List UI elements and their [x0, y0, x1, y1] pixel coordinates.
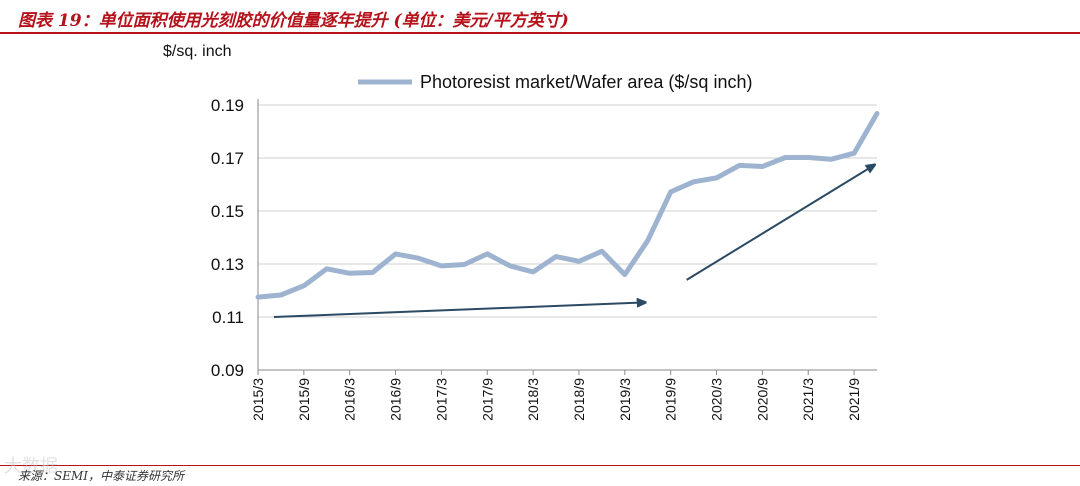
y-tick-label: 0.11 [212, 308, 244, 327]
x-tick-label: 2018/3 [525, 378, 541, 421]
x-tick-label: 2021/9 [846, 378, 862, 421]
footer-rule [0, 465, 1080, 466]
figure-title: 图表 19：单位面积使用光刻胶的价值量逐年提升 (单位：美元/平方英寸) [18, 11, 569, 31]
watermark: 大数据 [4, 456, 58, 477]
y-tick-label: 0.09 [211, 361, 244, 380]
y-tick-label: 0.13 [211, 255, 244, 274]
x-tick-label: 2020/9 [754, 378, 770, 421]
legend: Photoresist market/Wafer area ($/sq inch… [358, 72, 752, 92]
source-note: 来源：SEMI，中泰证券研究所 [18, 469, 185, 483]
legend-label: Photoresist market/Wafer area ($/sq inch… [420, 72, 752, 92]
y-axis: 0.19 0.17 0.15 0.13 0.11 0.09 [211, 96, 259, 380]
x-tick-label: 2019/3 [617, 378, 633, 421]
y-tick-label: 0.15 [211, 202, 244, 221]
x-tick-label: 2016/9 [388, 378, 404, 421]
gridlines [258, 104, 877, 371]
trend-arrows [273, 165, 875, 318]
x-tick-label: 2020/3 [709, 378, 725, 421]
trend-arrow [273, 302, 646, 318]
series-group [255, 111, 880, 300]
title-bar: 图表 19：单位面积使用光刻胶的价值量逐年提升 (单位：美元/平方英寸) [0, 0, 1080, 34]
x-axis: 2015/3 2015/9 2016/3 2016/9 2017/3 2017/9 2018… [250, 369, 877, 421]
x-tick-label: 2018/9 [571, 378, 587, 421]
title-rule [0, 32, 1080, 34]
x-tick-label: 2019/9 [663, 378, 679, 421]
y-axis-unit-label: $/sq. inch [163, 43, 231, 60]
x-tick-label: 2021/3 [800, 378, 816, 421]
x-tick-label: 2017/3 [433, 378, 449, 421]
y-tick-label: 0.19 [211, 96, 244, 115]
line-chart: 0.190.170.150.130.110.09 2015/3 2015/9 201… [163, 43, 880, 421]
x-tick-label: 2015/3 [250, 378, 266, 421]
x-tick-label: 2015/9 [296, 378, 312, 421]
trend-arrow [686, 165, 875, 281]
x-tick-label: 2016/3 [342, 378, 358, 421]
series-line [255, 111, 880, 300]
x-tick-label: 2017/9 [479, 378, 495, 421]
y-tick-label: 0.17 [211, 149, 244, 168]
